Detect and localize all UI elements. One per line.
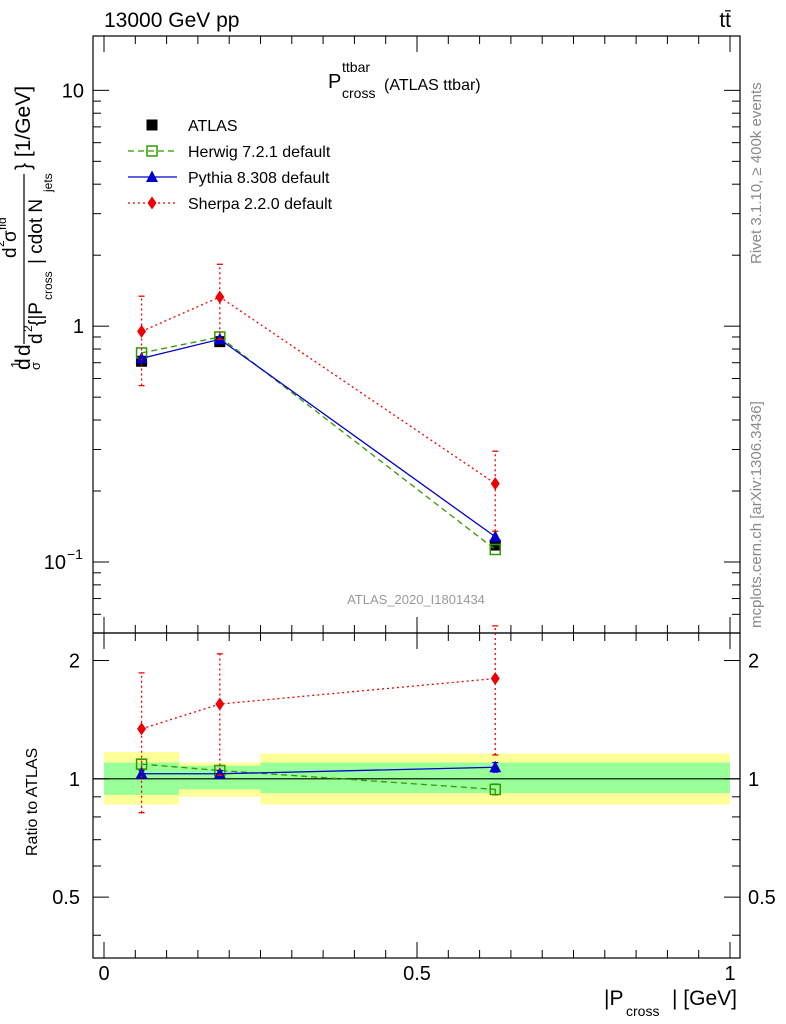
y-label-d-mid: d (12, 344, 35, 356)
analysis-tag: ATLAS_2020_I1801434 (347, 592, 485, 607)
main-series-3 (137, 263, 500, 532)
ratio-y-tick-label: 1 (69, 769, 80, 791)
main-data-point (490, 477, 500, 491)
y-label-sup2: 2 (21, 325, 35, 332)
main-series-line (141, 338, 496, 538)
y-label-den: {|P (26, 302, 47, 326)
ratio-plot: 2 2 1 1 0.5 0.5 Ratio to ATLAS (24, 625, 776, 959)
y-label-den-sub: cross (41, 271, 55, 300)
ratio-series-line (141, 763, 496, 791)
main-series-0 (136, 336, 501, 551)
plot-title-sub: cross (342, 85, 375, 101)
x-label-rest: | [GeV] (672, 987, 737, 1010)
main-data-point (489, 543, 501, 556)
legend-marker (146, 119, 158, 131)
legend-marker (146, 145, 158, 157)
main-data-point (489, 530, 502, 542)
y-label-num-sigma: σ (0, 230, 21, 242)
y-label-num-sup: 2 (0, 240, 7, 247)
y-label-num-fid: fid (0, 217, 9, 230)
x-label-sub: cross (626, 1003, 659, 1019)
main-y-tick-label: 1 (73, 316, 84, 338)
plot-title-suffix: (ATLAS ttbar) (384, 77, 481, 94)
ratio-series (135, 625, 502, 814)
x-tick-label: 0 (98, 963, 109, 985)
y-label-d: d (12, 358, 35, 370)
main-series-2 (135, 332, 502, 542)
legend: ATLAS Herwig 7.2.1 default Pythia 8.308 de… (128, 118, 333, 213)
ratio-y-tick-label: 2 (69, 651, 80, 673)
y-label-sigma: σ (28, 362, 43, 370)
ratio-bands (93, 752, 740, 805)
ratio-series-line (141, 677, 496, 730)
y-label-num-d: d (0, 247, 21, 258)
ratio-data-point (135, 767, 148, 779)
y-label-den-rest: | cdot N (26, 199, 47, 264)
ratio-y-tick-label: 1 (748, 769, 759, 791)
ratio-data-point (215, 697, 225, 711)
ratio-series-2 (137, 625, 500, 814)
ratio-y-ticks: 2 2 1 1 0.5 0.5 (52, 651, 776, 936)
main-y-tick-exponent: −1 (67, 546, 83, 562)
main-data-point (135, 351, 148, 364)
main-series-1 (135, 331, 501, 556)
legend-label: Pythia 8.308 default (188, 170, 330, 187)
process-label: tt̄ (719, 9, 731, 32)
main-series-line (141, 296, 496, 485)
y-label-frac1: 1 (8, 361, 23, 368)
legend-marker (147, 196, 157, 210)
main-data-point (215, 290, 225, 304)
legend-label: Sherpa 2.2.0 default (188, 196, 333, 213)
x-tick-label: 1 (724, 963, 735, 985)
legend-label: Herwig 7.2.1 default (188, 144, 331, 161)
y-label-den-sub2: jets (41, 173, 55, 193)
plot-title-sup: ttbar (342, 59, 370, 75)
energy-label: 13000 GeV pp (104, 9, 239, 32)
x-tick-label: 0.5 (403, 963, 431, 985)
y-label-unit: } [1/GeV] (12, 86, 35, 170)
main-y-tick-label: 10 (62, 80, 84, 102)
x-label-main: |P (604, 987, 623, 1010)
main-y-tick-label: 10 (44, 552, 66, 574)
ratio-data-point (489, 760, 502, 773)
ratio-data-point (490, 672, 500, 686)
x-axis-label: |P cross | [GeV] (604, 987, 737, 1019)
legend-label: ATLAS (188, 118, 238, 135)
rivet-label: Rivet 3.1.10, ≥ 400k events (748, 82, 765, 264)
main-series-line (141, 336, 496, 551)
main-series (135, 263, 502, 556)
x-axis: 0 0.5 1 (98, 36, 736, 985)
y-label-d2: d (26, 333, 47, 344)
ratio-y-tick-label: 2 (748, 651, 759, 673)
ratio-y-label: Ratio to ATLAS (24, 748, 41, 856)
main-data-point (137, 324, 147, 338)
plot-title: P (328, 71, 341, 93)
ratio-data-point (489, 783, 501, 796)
legend-marker (146, 170, 158, 182)
ratio-data-point (137, 722, 147, 736)
main-y-label: d 1 σ d d 2 {|P cross | cdot N jets d 2 … (0, 86, 55, 370)
ratio-y-tick-label: 0.5 (748, 887, 776, 909)
ratio-y-tick-label: 0.5 (52, 887, 80, 909)
mcplots-label: mcplots.cern.ch [arXiv:1306.3436] (748, 401, 765, 628)
